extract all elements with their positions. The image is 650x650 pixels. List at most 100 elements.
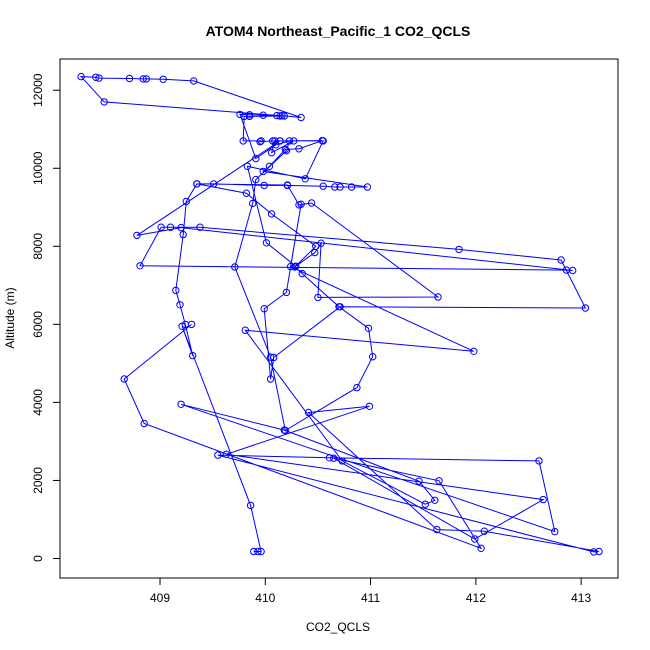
data-point bbox=[77, 72, 85, 81]
data-point bbox=[260, 305, 268, 313]
data-point bbox=[187, 320, 196, 329]
data-point bbox=[243, 162, 252, 171]
data-point bbox=[595, 547, 603, 556]
data-point bbox=[338, 457, 346, 465]
data-point bbox=[157, 223, 165, 231]
data-point bbox=[307, 199, 316, 207]
data-point bbox=[363, 183, 372, 191]
data-point bbox=[257, 547, 265, 556]
data-point bbox=[260, 181, 268, 190]
data-point bbox=[271, 137, 279, 145]
data-point bbox=[314, 293, 322, 302]
data-point bbox=[421, 500, 429, 508]
data-point bbox=[272, 141, 280, 149]
data-point bbox=[172, 286, 180, 295]
y-tick-label: 12000 bbox=[31, 73, 45, 107]
data-point bbox=[139, 75, 147, 83]
data-point bbox=[245, 111, 254, 119]
data-point bbox=[214, 451, 222, 459]
data-point bbox=[286, 262, 295, 271]
data-point bbox=[347, 183, 356, 191]
data-point bbox=[259, 111, 267, 119]
data-point bbox=[471, 535, 479, 543]
data-point bbox=[590, 548, 598, 556]
data-point bbox=[236, 110, 244, 119]
x-axis: 409 410 411 412 413 bbox=[150, 577, 591, 605]
x-tick-label: 410 bbox=[255, 591, 275, 605]
y-tick-label: 6000 bbox=[31, 311, 45, 338]
data-point bbox=[252, 154, 260, 163]
data-point bbox=[295, 145, 303, 153]
data-point bbox=[241, 326, 250, 334]
data-point bbox=[282, 288, 291, 297]
data-point bbox=[259, 167, 267, 176]
data-point bbox=[254, 547, 262, 556]
data-point bbox=[142, 75, 151, 83]
data-point bbox=[257, 137, 265, 145]
data-point bbox=[177, 400, 185, 408]
data-point bbox=[317, 239, 325, 247]
data-point bbox=[266, 375, 275, 383]
data-point bbox=[231, 263, 239, 271]
x-tick-label: 409 bbox=[150, 591, 170, 605]
x-tick-label: 412 bbox=[466, 591, 486, 605]
data-point bbox=[189, 351, 197, 360]
data-point bbox=[273, 111, 281, 120]
y-tick-label: 4000 bbox=[31, 389, 45, 416]
data-point bbox=[455, 245, 463, 254]
data-point bbox=[136, 262, 144, 270]
data-point bbox=[222, 450, 231, 458]
data-point bbox=[311, 248, 319, 257]
x-tick-label: 411 bbox=[361, 591, 380, 605]
data-point bbox=[364, 324, 373, 332]
plot-frame bbox=[59, 58, 619, 579]
data-point bbox=[92, 73, 100, 82]
data-point bbox=[325, 454, 334, 462]
data-point bbox=[278, 111, 286, 120]
data-point bbox=[353, 383, 361, 392]
data-point bbox=[282, 147, 291, 155]
y-axis-label: Altitude (m) bbox=[3, 287, 17, 348]
data-point bbox=[267, 210, 276, 218]
data-point bbox=[196, 223, 204, 231]
data-point bbox=[336, 183, 344, 191]
data-point bbox=[330, 454, 338, 462]
data-point bbox=[95, 74, 103, 82]
data-point bbox=[239, 137, 247, 145]
y-tick-label: 2000 bbox=[31, 467, 45, 494]
data-point bbox=[297, 200, 305, 208]
data-point bbox=[140, 419, 148, 428]
x-axis-label: CO2_QCLS bbox=[306, 620, 370, 634]
data-point bbox=[240, 112, 248, 121]
data-point bbox=[177, 223, 185, 232]
data-point bbox=[336, 303, 344, 311]
data-point bbox=[285, 137, 294, 145]
series-layer bbox=[77, 72, 603, 556]
chart-title: ATOM4 Northeast_Pacific_1 CO2_QCLS bbox=[206, 23, 471, 39]
data-point bbox=[166, 223, 175, 231]
series-line bbox=[79, 76, 600, 553]
data-point bbox=[298, 269, 306, 278]
y-tick-label: 0 bbox=[31, 555, 45, 562]
y-tick-label: 8000 bbox=[31, 233, 45, 260]
data-point bbox=[179, 230, 187, 239]
data-point bbox=[480, 527, 488, 535]
data-point bbox=[100, 98, 108, 106]
data-point bbox=[246, 501, 255, 510]
data-point bbox=[581, 304, 590, 312]
data-point bbox=[252, 175, 260, 184]
data-point bbox=[535, 457, 543, 465]
data-point bbox=[304, 408, 313, 417]
data-point bbox=[292, 262, 300, 270]
data-point bbox=[276, 137, 284, 145]
data-point bbox=[319, 137, 327, 145]
data-point bbox=[477, 544, 485, 552]
data-point bbox=[470, 347, 478, 355]
y-axis: 0 2000 4000 6000 8000 10000 12000 bbox=[31, 73, 61, 562]
data-point bbox=[159, 75, 167, 84]
data-point bbox=[120, 375, 128, 383]
data-point bbox=[301, 175, 309, 183]
data-point bbox=[319, 182, 327, 190]
data-point bbox=[250, 547, 258, 556]
